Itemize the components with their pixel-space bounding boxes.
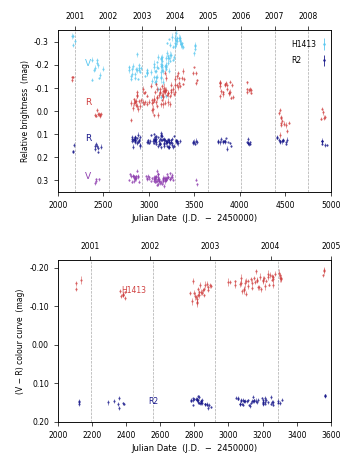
Text: H1413: H1413	[121, 286, 146, 295]
Text: V: V	[85, 59, 91, 68]
X-axis label: Julian Date  (J.D.  −  2450000): Julian Date (J.D. − 2450000)	[131, 214, 257, 223]
Y-axis label: (V − R) colour curve  (mag): (V − R) colour curve (mag)	[16, 288, 25, 394]
Text: V: V	[85, 172, 91, 181]
Text: R2: R2	[291, 56, 301, 65]
Text: R: R	[85, 134, 91, 143]
Text: R: R	[85, 98, 91, 107]
X-axis label: Julian Date  (J.D.  −  2450000): Julian Date (J.D. − 2450000)	[131, 444, 257, 453]
Y-axis label: Relative brightness  (mag): Relative brightness (mag)	[21, 60, 30, 162]
Text: H1413: H1413	[291, 40, 316, 48]
Text: R2: R2	[148, 397, 159, 406]
